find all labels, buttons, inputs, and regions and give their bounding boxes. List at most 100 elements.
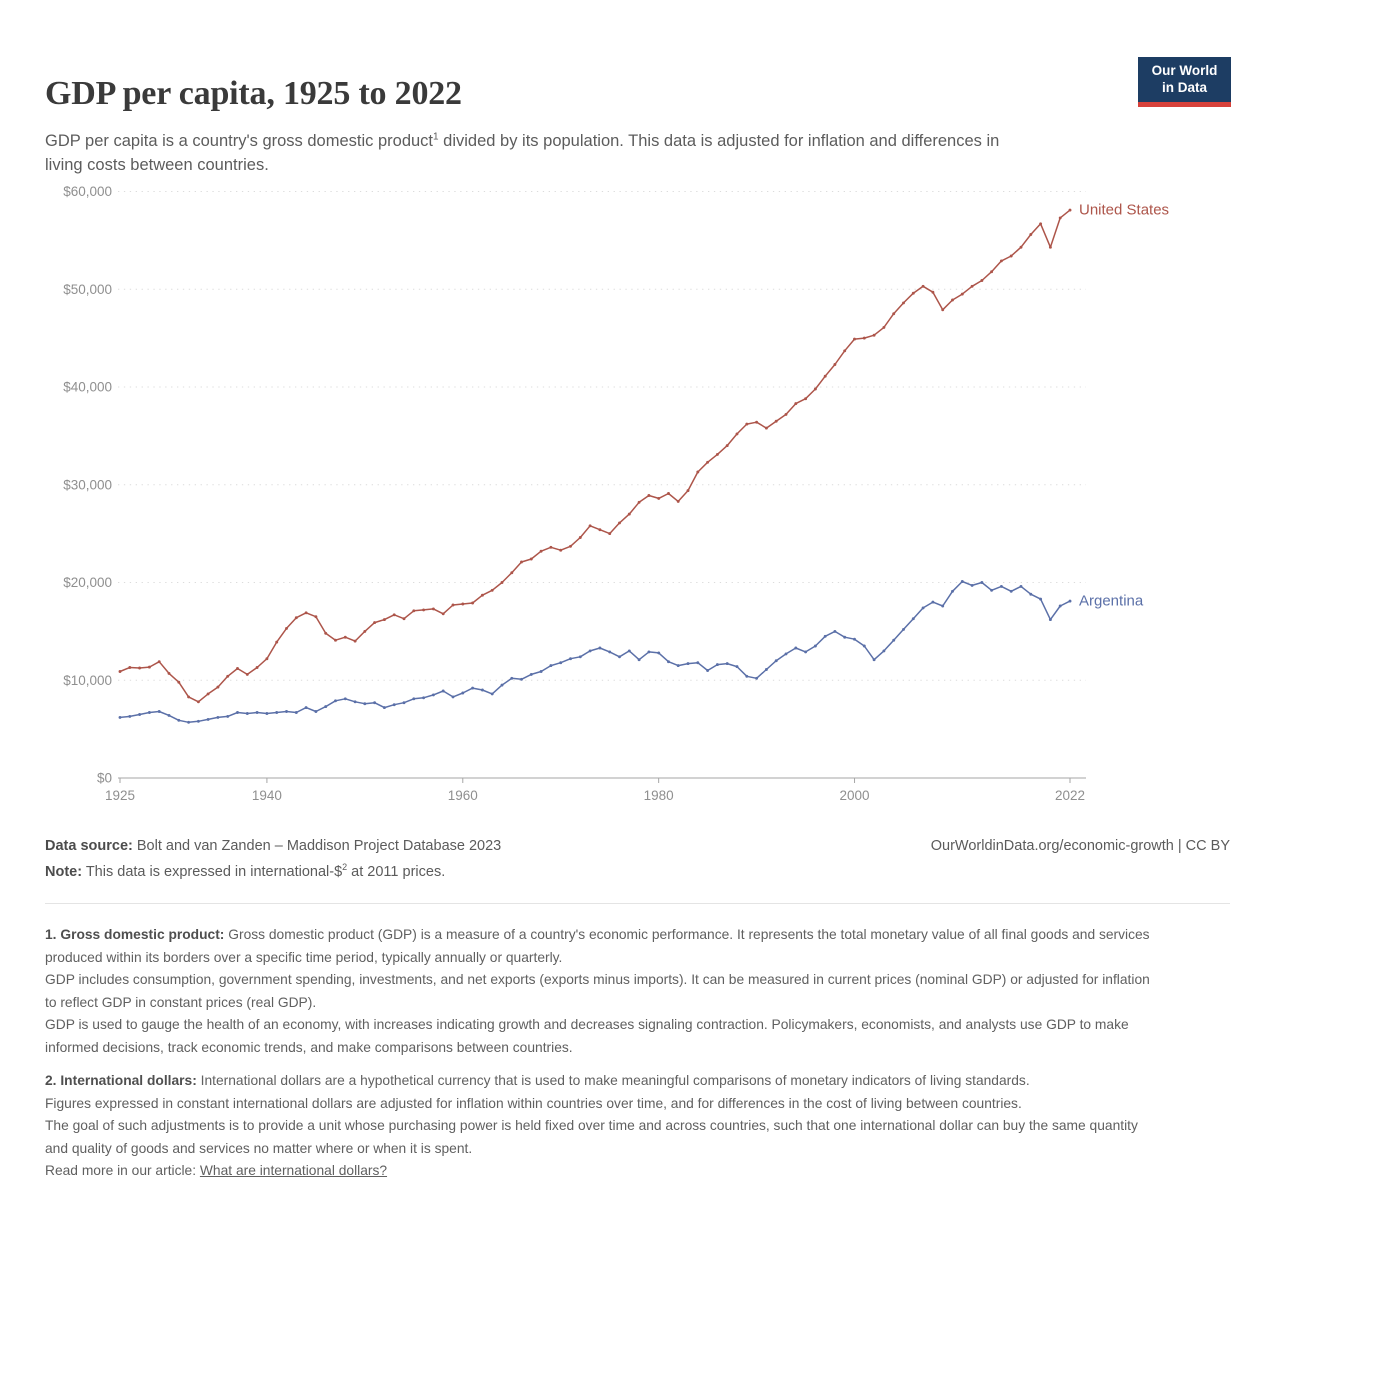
- data-point: [902, 301, 905, 305]
- footnote-gdp-p1: Gross domestic product (GDP) is a measur…: [45, 927, 1150, 965]
- data-point: [764, 426, 768, 430]
- data-point: [559, 661, 563, 665]
- data-point: [157, 660, 161, 664]
- series-label-united-states[interactable]: United States: [1079, 202, 1169, 219]
- data-point: [784, 412, 788, 416]
- data-point: [588, 524, 592, 528]
- data-point: [451, 603, 455, 607]
- data-point: [216, 715, 220, 719]
- data-point: [902, 627, 905, 631]
- data-point: [725, 444, 729, 448]
- data-point: [647, 494, 651, 497]
- data-point: [529, 672, 533, 676]
- subtitle-text-cont: divided by its population. This data is …: [45, 131, 1000, 175]
- footnote-intl-p2: Figures expressed in constant internatio…: [45, 1095, 1022, 1111]
- data-point: [911, 617, 915, 621]
- data-point: [118, 670, 122, 673]
- data-point: [118, 715, 122, 719]
- data-point: [255, 666, 259, 669]
- data-point: [608, 532, 612, 536]
- owid-logo-underline: [1138, 101, 1231, 107]
- data-point: [382, 618, 386, 622]
- footnote-ref-1[interactable]: 1: [433, 131, 439, 142]
- data-point: [539, 549, 543, 553]
- data-point: [539, 670, 543, 673]
- data-point: [1029, 233, 1033, 236]
- data-point: [647, 650, 651, 654]
- data-point: [343, 697, 347, 701]
- note-label: Note:: [45, 863, 83, 880]
- footnote-intl-p1: International dollars are a hypothetical…: [200, 1073, 1030, 1088]
- y-tick-label: $20,000: [63, 575, 112, 590]
- data-point: [422, 696, 426, 700]
- data-point: [862, 644, 866, 648]
- owid-logo-line1: Our World: [1151, 63, 1218, 78]
- data-point: [480, 688, 484, 692]
- data-point: [275, 640, 279, 644]
- x-tick-label: 2022: [1055, 788, 1085, 803]
- data-point: [862, 336, 866, 340]
- data-point: [755, 676, 759, 680]
- data-point: [980, 279, 984, 282]
- data-point: [667, 660, 670, 664]
- data-point: [843, 349, 847, 353]
- data-point: [275, 711, 279, 714]
- footnotes-section: 1. Gross domestic product: Gross domesti…: [45, 924, 1153, 1194]
- data-point: [892, 312, 896, 316]
- data-point: [1039, 597, 1043, 601]
- data-point: [363, 629, 367, 633]
- data-point: [745, 422, 749, 426]
- footnote-ref-2[interactable]: 2: [342, 862, 348, 872]
- data-point: [353, 639, 357, 643]
- data-point: [441, 612, 445, 616]
- data-point: [794, 646, 798, 650]
- note-text-cont: at 2011 prices.: [347, 863, 446, 880]
- data-point: [363, 702, 367, 706]
- data-point: [715, 452, 719, 456]
- source-row: OurWorldinData.org/economic-growth | CC …: [45, 838, 1230, 854]
- data-point: [236, 711, 239, 714]
- data-point: [314, 615, 318, 619]
- data-point: [382, 706, 386, 710]
- divider-line: [45, 903, 1230, 904]
- series-line-united-states[interactable]: [119, 209, 1071, 703]
- data-point: [735, 432, 739, 436]
- data-point: [627, 512, 631, 516]
- data-point: [490, 692, 494, 696]
- chart-canvas[interactable]: $0 $10,000 $20,000 $30,000 $40,000 $50,000 $60…: [0, 165, 1240, 825]
- data-point: [294, 711, 298, 714]
- series-label-argentina[interactable]: Argentina: [1079, 593, 1144, 610]
- chart-plot-area[interactable]: $0 $10,000 $20,000 $30,000 $40,000 $50,000 $60…: [0, 165, 1240, 825]
- data-point: [549, 664, 553, 668]
- data-point: [931, 600, 935, 604]
- data-point: [334, 699, 337, 703]
- attribution[interactable]: OurWorldinData.org/economic-growth | CC …: [930, 838, 1230, 854]
- owid-logo-box: Our World in Data: [1138, 57, 1231, 102]
- series-line-argentina[interactable]: [119, 580, 1071, 724]
- data-point: [1048, 618, 1052, 622]
- y-tick-label: $50,000: [63, 282, 112, 297]
- data-point: [686, 662, 690, 666]
- data-point: [990, 270, 994, 274]
- data-point: [412, 697, 416, 701]
- data-point: [999, 259, 1003, 263]
- data-point: [618, 655, 621, 659]
- data-point: [480, 593, 484, 597]
- data-point: [1019, 245, 1023, 249]
- x-tick-label: 1940: [252, 788, 282, 803]
- data-point: [353, 700, 357, 704]
- x-tick-label: 1980: [644, 788, 674, 803]
- data-point: [853, 337, 856, 341]
- data-point: [490, 588, 494, 592]
- footnote-intl-dollars: 2. International dollars: International …: [45, 1070, 1153, 1183]
- data-point: [804, 650, 808, 654]
- y-tick-label: $60,000: [63, 184, 112, 199]
- data-point: [784, 652, 788, 656]
- data-point: [1058, 216, 1062, 220]
- data-point: [226, 674, 230, 678]
- data-point: [373, 701, 377, 705]
- footnote-intl-label: 2. International dollars:: [45, 1073, 197, 1088]
- data-point: [608, 650, 612, 654]
- international-dollars-link[interactable]: What are international dollars?: [199, 1163, 388, 1178]
- chart-title: GDP per capita, 1925 to 2022: [45, 74, 462, 112]
